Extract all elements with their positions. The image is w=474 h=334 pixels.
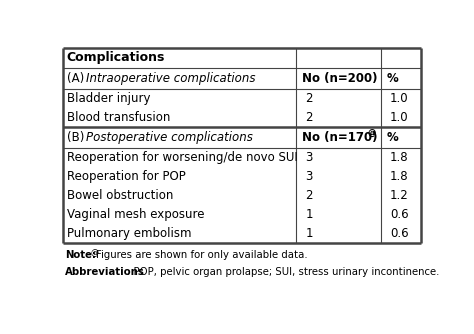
Text: 1: 1 (305, 227, 313, 240)
Text: Reoperation for POP: Reoperation for POP (67, 170, 186, 183)
Text: @: @ (91, 248, 99, 257)
Text: Bladder injury: Bladder injury (67, 92, 151, 105)
Text: 2: 2 (305, 111, 313, 124)
Text: @: @ (368, 129, 376, 138)
Text: 0.6: 0.6 (390, 227, 409, 240)
Text: 1.0: 1.0 (390, 92, 409, 105)
Text: Pulmonary embolism: Pulmonary embolism (67, 227, 192, 240)
Text: 2: 2 (305, 189, 313, 202)
Text: 3: 3 (305, 151, 313, 164)
Text: Reoperation for worsening/de novo SUI: Reoperation for worsening/de novo SUI (67, 151, 298, 164)
Text: 1.2: 1.2 (390, 189, 409, 202)
Text: %: % (386, 72, 398, 85)
Text: No (n=200): No (n=200) (301, 72, 377, 85)
Text: Intraoperative complications: Intraoperative complications (86, 72, 255, 85)
Text: 0.6: 0.6 (390, 208, 409, 221)
Text: : POP, pelvic organ prolapse; SUI, stress urinary incontinence.: : POP, pelvic organ prolapse; SUI, stres… (127, 267, 439, 277)
Text: 1.8: 1.8 (390, 170, 409, 183)
Text: 3: 3 (305, 170, 313, 183)
Text: Figures are shown for only available data.: Figures are shown for only available dat… (96, 250, 308, 260)
Text: No (n=170): No (n=170) (301, 131, 377, 144)
Text: 1.0: 1.0 (390, 111, 409, 124)
Text: %: % (386, 131, 398, 144)
Text: Vaginal mesh exposure: Vaginal mesh exposure (67, 208, 205, 221)
Text: (A): (A) (67, 72, 88, 85)
Text: Note:: Note: (65, 250, 96, 260)
Text: Blood transfusion: Blood transfusion (67, 111, 171, 124)
Text: Bowel obstruction: Bowel obstruction (67, 189, 173, 202)
Text: (B): (B) (67, 131, 89, 144)
Text: 1: 1 (305, 208, 313, 221)
Text: 2: 2 (305, 92, 313, 105)
Text: 1.8: 1.8 (390, 151, 409, 164)
Text: Postoperative complications: Postoperative complications (86, 131, 253, 144)
Text: Complications: Complications (66, 51, 165, 64)
Text: Abbreviations: Abbreviations (65, 267, 145, 277)
